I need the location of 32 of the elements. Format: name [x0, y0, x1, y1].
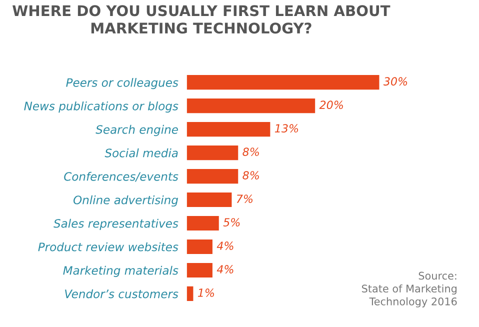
bar: [186, 192, 232, 208]
bar: [186, 286, 194, 301]
y-tick-label: Conferences/events: [64, 172, 178, 182]
y-tick-label: Search engine: [96, 124, 178, 136]
data-label: 8%: [242, 148, 259, 156]
data-label: 30%: [383, 77, 408, 86]
y-tick-label: Marketing materials: [63, 266, 178, 277]
data-label: 1%: [198, 288, 214, 297]
data-label: 13%: [274, 124, 298, 133]
y-tick-label: Product review websites: [38, 242, 178, 252]
bar: [186, 98, 316, 114]
y-tick-label: News publications or blogs: [24, 101, 178, 113]
bar: [186, 75, 380, 90]
data-label: 4%: [216, 242, 234, 250]
data-label: 4%: [216, 265, 234, 274]
data-label: 5%: [223, 218, 240, 226]
y-tick-label: Peers or colleagues: [66, 78, 178, 90]
data-label: 8%: [242, 171, 259, 180]
bar: [186, 146, 238, 160]
y-tick-label: Online advertising: [74, 195, 178, 207]
bar: [186, 216, 219, 231]
y-tick-label: Vendor’s customers: [65, 289, 178, 298]
annotation: Source: State of Marketing Technology 2016: [362, 272, 457, 308]
bar: [186, 169, 238, 184]
y-tick-label: Sales representatives: [54, 218, 178, 230]
bar: [186, 262, 212, 278]
y-tick-label: Social media: [104, 148, 178, 158]
chart-title: WHERE DO YOU USUALLY FIRST LEARN ABOUT MARKETING TECHNOLOGY?: [12, 5, 390, 34]
bar: [186, 239, 212, 254]
bar: [186, 122, 270, 137]
data-label: 20%: [319, 100, 343, 110]
data-label: 7%: [236, 194, 252, 203]
